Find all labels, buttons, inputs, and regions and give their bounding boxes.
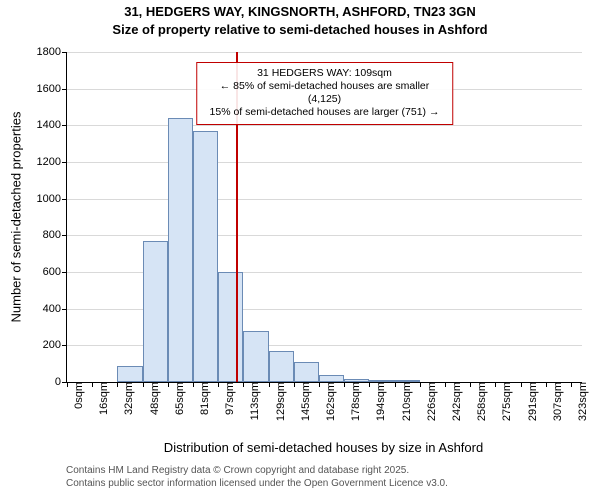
histogram-bar [243,331,268,382]
y-gridline [67,52,582,53]
y-tick-label: 800 [43,229,67,241]
y-tick-label: 1600 [37,83,67,95]
chart-title-line2: Size of property relative to semi-detach… [0,22,600,37]
x-tick-label: 16sqm [92,382,110,415]
y-tick-label: 1000 [37,193,67,205]
x-tick-label: 129sqm [269,382,287,421]
x-tick-label: 32sqm [117,382,135,415]
chart-container: 31, HEDGERS WAY, KINGSNORTH, ASHFORD, TN… [0,0,600,500]
chart-title-line1: 31, HEDGERS WAY, KINGSNORTH, ASHFORD, TN… [0,4,600,19]
x-tick-label: 162sqm [319,382,337,421]
x-tick-label: 210sqm [395,382,413,421]
y-tick-label: 0 [55,376,67,388]
x-tick-label: 323sqm [571,382,589,421]
histogram-bar [218,272,243,382]
x-tick-label: 242sqm [445,382,463,421]
y-gridline [67,162,582,163]
x-tick-label: 194sqm [369,382,387,421]
x-axis-label: Distribution of semi-detached houses by … [164,440,483,455]
histogram-bar [143,241,168,382]
annotation-line1: 31 HEDGERS WAY: 109sqm [205,67,445,80]
annotation-box: 31 HEDGERS WAY: 109sqm← 85% of semi-deta… [196,62,454,125]
y-tick-label: 1800 [37,46,67,58]
histogram-bar [117,366,142,383]
histogram-bar [344,379,369,382]
y-gridline [67,235,582,236]
footer-attribution: Contains HM Land Registry data © Crown c… [66,464,448,490]
y-tick-label: 1200 [37,156,67,168]
y-axis-label: Number of semi-detached properties [9,112,24,323]
y-tick-label: 400 [43,303,67,315]
x-tick-label: 275sqm [495,382,513,421]
footer-line2: Contains public sector information licen… [66,477,448,490]
annotation-line3: 15% of semi-detached houses are larger (… [205,106,445,119]
y-tick-label: 600 [43,266,67,278]
x-tick-label: 258sqm [470,382,488,421]
x-tick-label: 178sqm [344,382,362,421]
x-tick-label: 81sqm [193,382,211,415]
histogram-bar [193,131,218,382]
y-gridline [67,199,582,200]
annotation-line2: ← 85% of semi-detached houses are smalle… [205,80,445,106]
x-tick-label: 97sqm [218,382,236,415]
x-tick-label: 48sqm [143,382,161,415]
histogram-bar [294,362,319,382]
x-tick-label: 65sqm [168,382,186,415]
footer-line1: Contains HM Land Registry data © Crown c… [66,464,448,477]
x-tick-label: 307sqm [546,382,564,421]
y-gridline [67,125,582,126]
histogram-bar [319,375,344,382]
x-tick-label: 291sqm [521,382,539,421]
histogram-bar [395,380,420,382]
y-tick-label: 200 [43,339,67,351]
x-tick-label: 145sqm [294,382,312,421]
histogram-bar [369,380,394,382]
histogram-bar [269,351,294,382]
x-tick-label: 226sqm [420,382,438,421]
plot-area: 0200400600800100012001400160018000sqm16s… [66,52,582,383]
x-tick-label: 113sqm [243,382,261,420]
y-tick-label: 1400 [37,119,67,131]
histogram-bar [168,118,193,382]
x-tick-label: 0sqm [67,382,85,409]
